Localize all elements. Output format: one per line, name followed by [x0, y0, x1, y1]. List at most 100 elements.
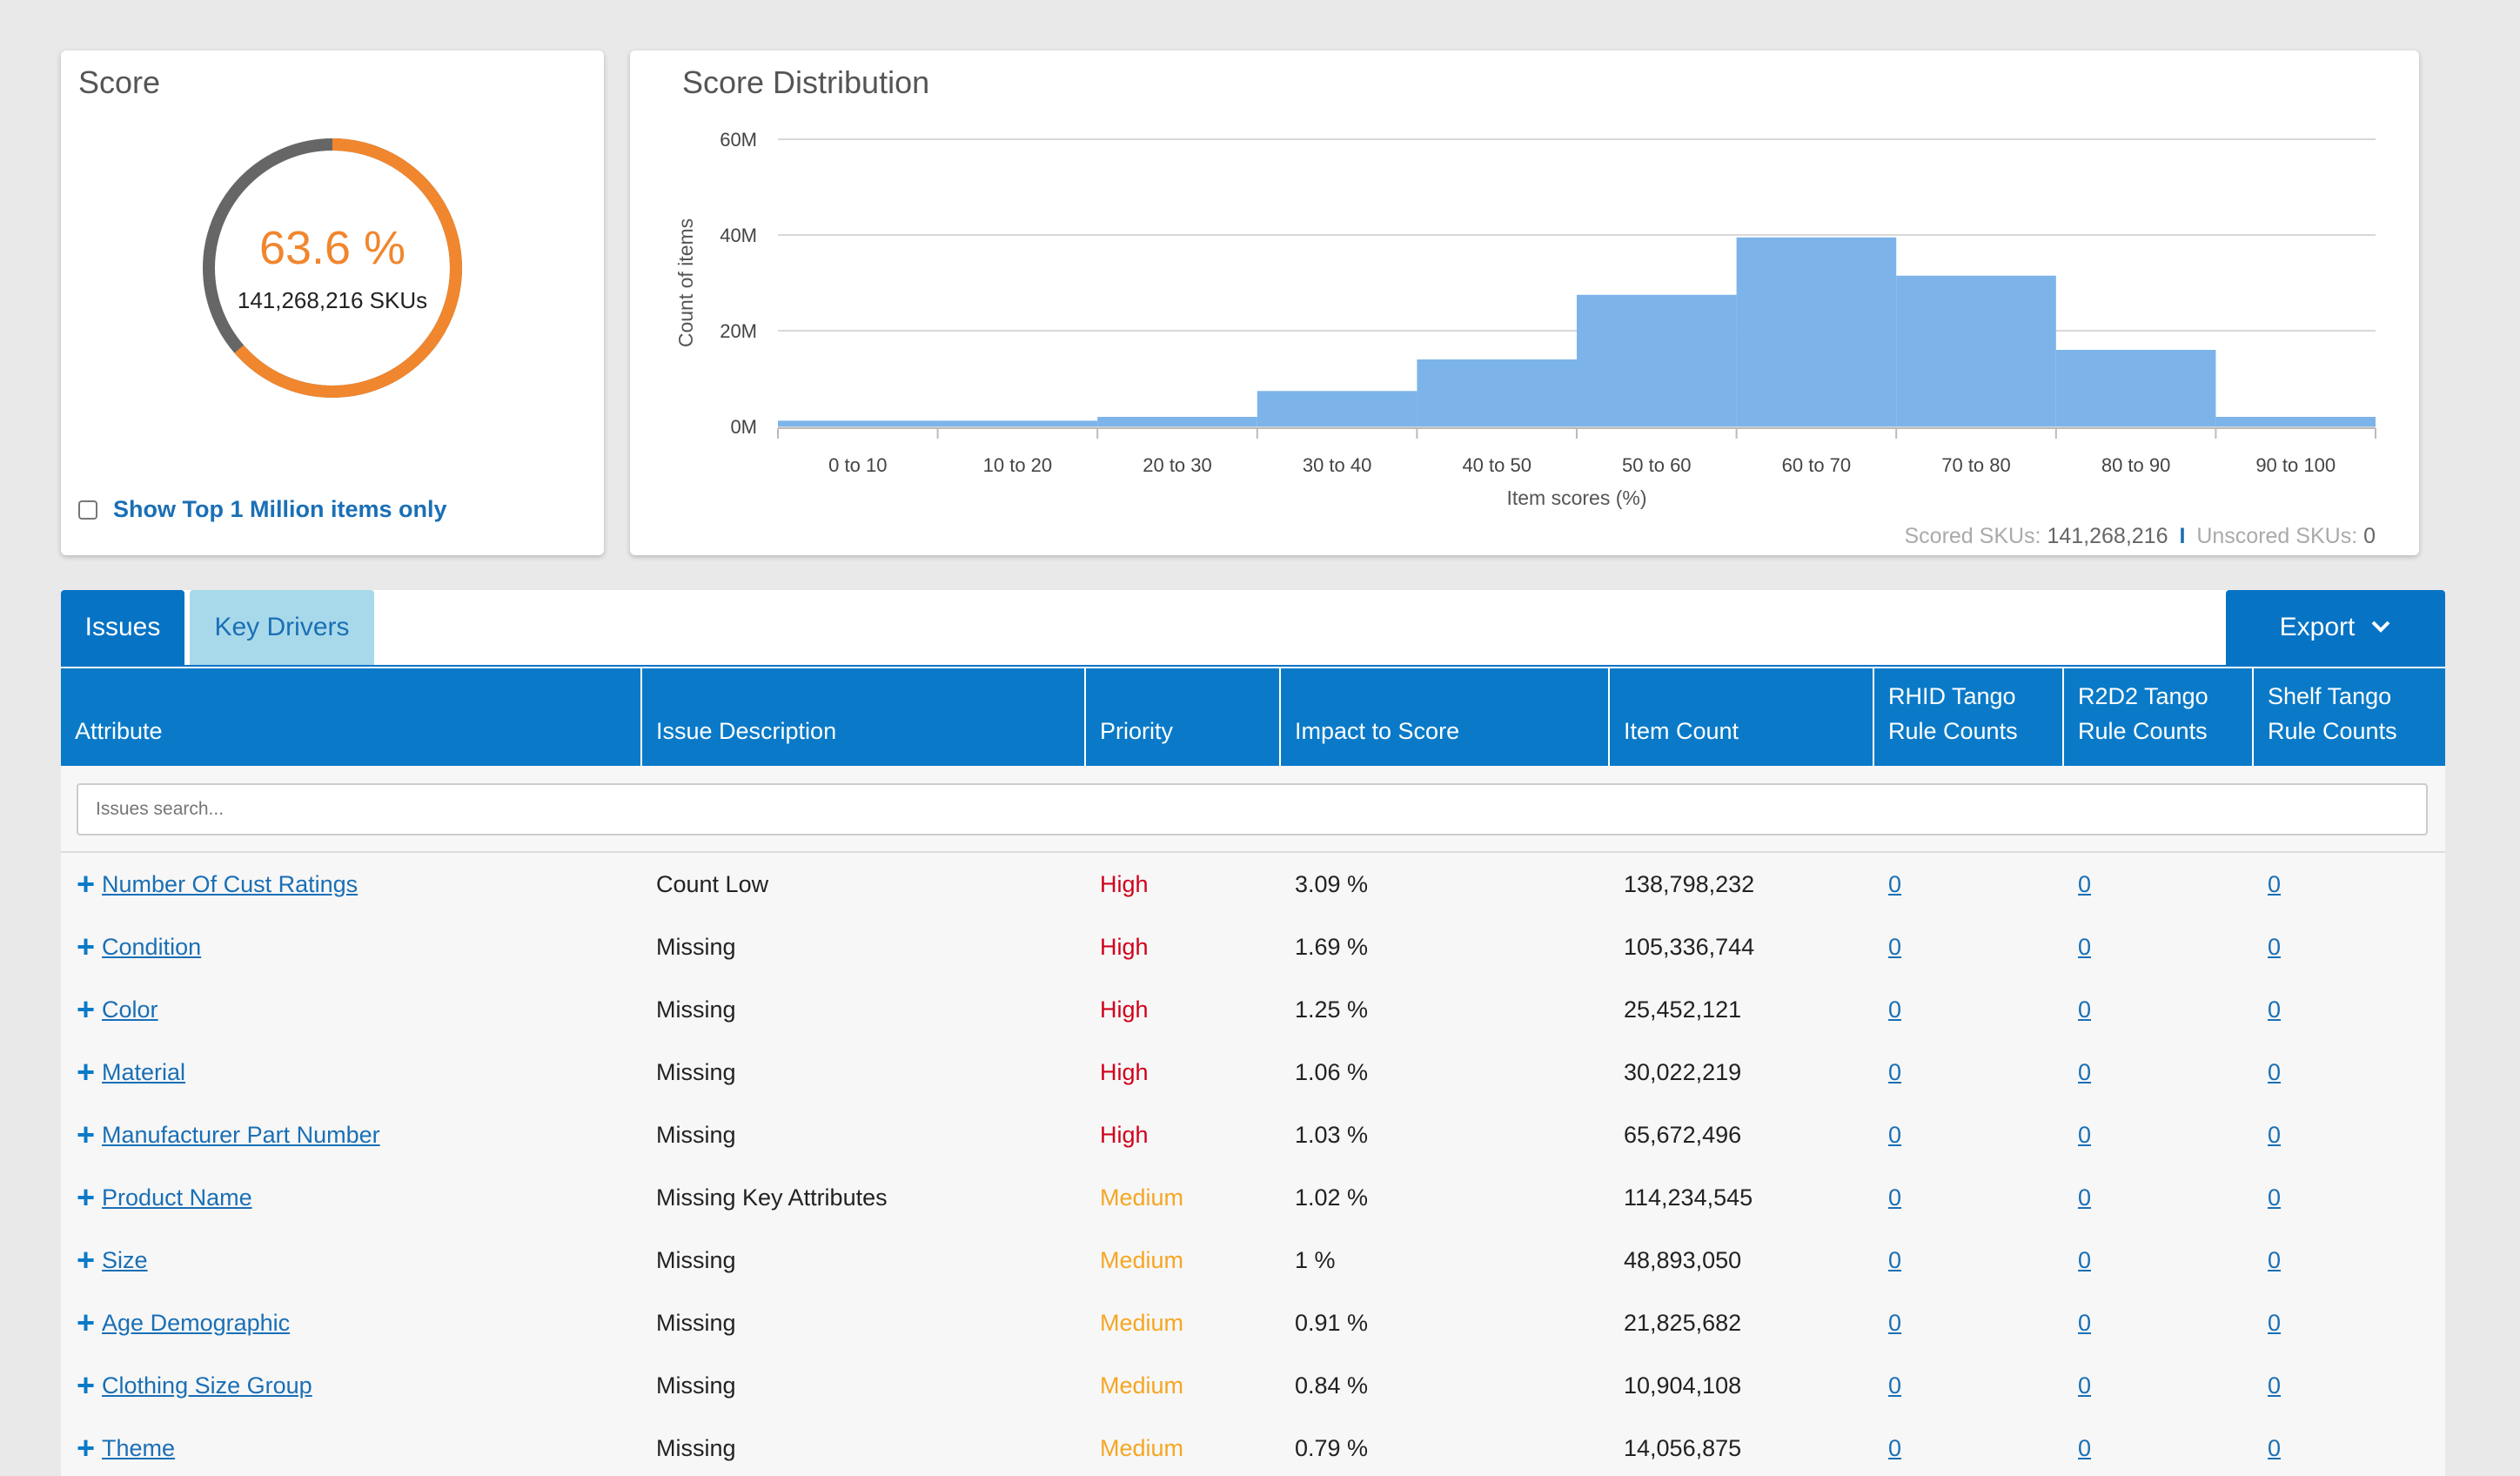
priority-cell: High: [1100, 870, 1149, 897]
bar[interactable]: [778, 420, 938, 426]
expand-plus-icon[interactable]: +: [77, 1367, 96, 1403]
search-row: [61, 766, 2445, 853]
bar[interactable]: [1097, 417, 1257, 426]
r2d2-count-link[interactable]: 0: [2078, 1184, 2092, 1211]
shelf-count-link[interactable]: 0: [2268, 1309, 2282, 1336]
impact-cell: 1.25 %: [1295, 996, 1369, 1023]
table-row: + Color Missing High 1.25 % 25,452,121 0 0 0: [61, 978, 2445, 1041]
rhid-count-link[interactable]: 0: [1888, 1184, 1902, 1211]
expand-plus-icon[interactable]: +: [77, 1242, 96, 1278]
top-million-label[interactable]: Show Top 1 Million items only: [113, 496, 447, 522]
header-rhid[interactable]: RHID Tango Rule Counts: [1874, 668, 2064, 766]
rhid-count-link[interactable]: 0: [1888, 933, 1902, 960]
impact-cell: 0.91 %: [1295, 1309, 1369, 1336]
expand-plus-icon[interactable]: +: [77, 1179, 96, 1215]
top-million-checkbox[interactable]: [78, 500, 97, 520]
r2d2-count-link[interactable]: 0: [2078, 933, 2092, 960]
item-count-cell: 30,022,219: [1624, 1058, 1742, 1085]
attribute-link[interactable]: Number Of Cust Ratings: [102, 870, 359, 897]
rhid-count-link[interactable]: 0: [1888, 1309, 1902, 1336]
bar[interactable]: [937, 420, 1098, 426]
r2d2-count-link[interactable]: 0: [2078, 1058, 2092, 1085]
top-million-toggle[interactable]: Show Top 1 Million items only: [78, 496, 447, 523]
header-issue-description[interactable]: Issue Description: [642, 668, 1086, 766]
shelf-count-link[interactable]: 0: [2268, 870, 2282, 897]
attribute-link[interactable]: Clothing Size Group: [102, 1372, 312, 1399]
expand-plus-icon[interactable]: +: [77, 1305, 96, 1340]
attribute-cell: + Theme: [77, 1417, 175, 1476]
x-tick-label: 20 to 30: [1143, 454, 1212, 476]
attribute-link[interactable]: Condition: [102, 933, 202, 960]
rhid-count-link[interactable]: 0: [1888, 1372, 1902, 1399]
bar[interactable]: [2215, 417, 2376, 426]
priority-cell: Medium: [1100, 1309, 1184, 1336]
score-gauge: [203, 138, 462, 398]
priority-cell: Medium: [1100, 1372, 1184, 1399]
bar[interactable]: [2055, 350, 2216, 426]
rhid-count-link[interactable]: 0: [1888, 1121, 1902, 1148]
shelf-count-link[interactable]: 0: [2268, 1246, 2282, 1273]
r2d2-count-link[interactable]: 0: [2078, 870, 2092, 897]
shelf-count-link[interactable]: 0: [2268, 996, 2282, 1023]
rhid-count-link[interactable]: 0: [1888, 1434, 1902, 1461]
shelf-count-link[interactable]: 0: [2268, 1184, 2282, 1211]
expand-plus-icon[interactable]: +: [77, 1430, 96, 1466]
expand-plus-icon[interactable]: +: [77, 866, 96, 902]
attribute-link[interactable]: Size: [102, 1246, 148, 1273]
r2d2-count-link[interactable]: 0: [2078, 1434, 2092, 1461]
expand-plus-icon[interactable]: +: [77, 991, 96, 1027]
attribute-link[interactable]: Manufacturer Part Number: [102, 1121, 380, 1148]
bar[interactable]: [1736, 237, 1897, 426]
header-r2d2[interactable]: R2D2 Tango Rule Counts: [2064, 668, 2254, 766]
attribute-link[interactable]: Age Demographic: [102, 1309, 291, 1336]
header-attribute[interactable]: Attribute: [61, 668, 642, 766]
bar[interactable]: [1257, 391, 1418, 426]
chart-footer: Scored SKUs: 141,268,216 I Unscored SKUs…: [1904, 524, 2376, 549]
rhid-count-link[interactable]: 0: [1888, 996, 1902, 1023]
item-count-cell: 25,452,121: [1624, 996, 1742, 1023]
r2d2-count-link[interactable]: 0: [2078, 996, 2092, 1023]
x-tick-label: 90 to 100: [2255, 454, 2336, 476]
bar[interactable]: [1417, 359, 1577, 426]
header-priority[interactable]: Priority: [1086, 668, 1281, 766]
tab-key-drivers[interactable]: Key Drivers: [190, 590, 374, 665]
bar[interactable]: [1896, 275, 2056, 426]
header-impact[interactable]: Impact to Score: [1281, 668, 1610, 766]
shelf-count-link[interactable]: 0: [2268, 1434, 2282, 1461]
expand-plus-icon[interactable]: +: [77, 1054, 96, 1090]
attribute-link[interactable]: Theme: [102, 1434, 176, 1461]
expand-plus-icon[interactable]: +: [77, 929, 96, 964]
table-body: + Number Of Cust Ratings Count Low High 3.09…: [61, 853, 2445, 1476]
r2d2-count-link[interactable]: 0: [2078, 1309, 2092, 1336]
score-card: Score 63.6 % 141,268,216 SKUs Show Top 1…: [61, 50, 604, 555]
attribute-link[interactable]: Product Name: [102, 1184, 252, 1211]
expand-plus-icon[interactable]: +: [77, 1117, 96, 1152]
impact-cell: 1.03 %: [1295, 1121, 1369, 1148]
bar[interactable]: [1577, 294, 1737, 426]
r2d2-count-link[interactable]: 0: [2078, 1121, 2092, 1148]
tabs-divider: [61, 665, 2445, 667]
rhid-count-link[interactable]: 0: [1888, 870, 1902, 897]
issue-description-cell: Missing: [656, 1434, 736, 1461]
shelf-count-link[interactable]: 0: [2268, 933, 2282, 960]
header-item-count[interactable]: Item Count: [1610, 668, 1874, 766]
issues-search-input[interactable]: [77, 783, 2428, 835]
shelf-count-link[interactable]: 0: [2268, 1121, 2282, 1148]
priority-cell: Medium: [1100, 1184, 1184, 1211]
attribute-link[interactable]: Material: [102, 1058, 186, 1085]
attribute-link[interactable]: Color: [102, 996, 158, 1023]
rhid-count-link[interactable]: 0: [1888, 1246, 1902, 1273]
rhid-count-link[interactable]: 0: [1888, 1058, 1902, 1085]
impact-cell: 0.84 %: [1295, 1372, 1369, 1399]
shelf-count-link[interactable]: 0: [2268, 1372, 2282, 1399]
tab-issues[interactable]: Issues: [61, 590, 184, 665]
header-shelf[interactable]: Shelf Tango Rule Counts: [2268, 683, 2397, 744]
x-tick-label: 80 to 90: [2101, 454, 2171, 476]
r2d2-count-link[interactable]: 0: [2078, 1246, 2092, 1273]
shelf-count-link[interactable]: 0: [2268, 1058, 2282, 1085]
r2d2-count-link[interactable]: 0: [2078, 1372, 2092, 1399]
priority-cell: High: [1100, 933, 1149, 960]
priority-cell: Medium: [1100, 1434, 1184, 1461]
export-button[interactable]: Export: [2226, 590, 2445, 665]
priority-cell: High: [1100, 1121, 1149, 1148]
